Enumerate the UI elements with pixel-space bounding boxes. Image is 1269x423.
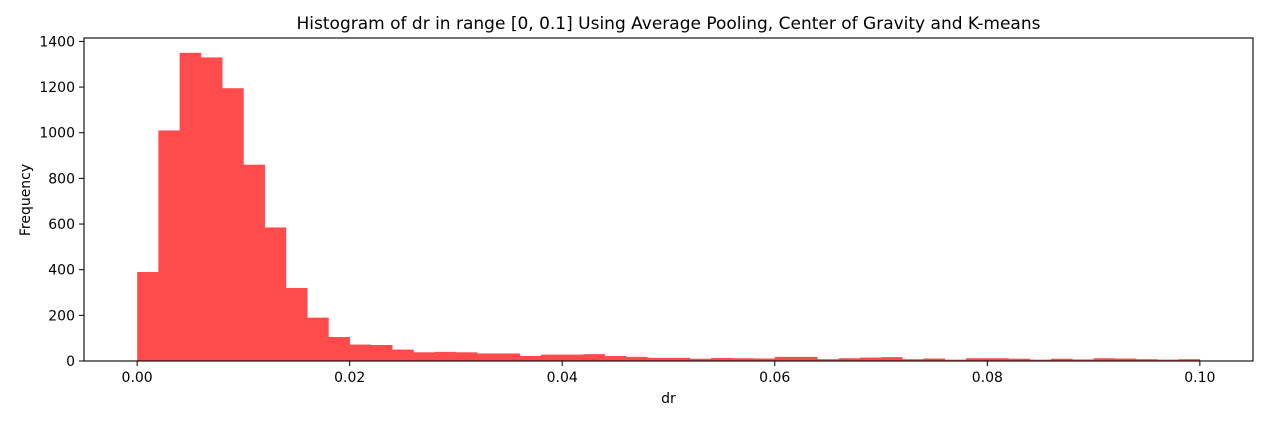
plot-frame — [83, 37, 1254, 362]
y-tick-label: 600 — [48, 217, 75, 233]
histogram-bar — [902, 359, 924, 361]
histogram-bar — [370, 345, 393, 361]
histogram-bar — [647, 357, 669, 361]
histogram-bar — [285, 287, 308, 361]
y-tick-label: 1000 — [39, 126, 75, 142]
histogram-bar — [817, 359, 839, 361]
histogram-bar — [859, 357, 882, 361]
histogram-bar — [349, 344, 372, 361]
histogram-bar — [434, 351, 457, 361]
histogram-bar — [1008, 358, 1031, 361]
histogram-bar — [328, 337, 350, 361]
histogram-bar — [881, 357, 903, 361]
histogram-bar — [668, 357, 691, 361]
histogram-bar — [1157, 359, 1179, 361]
histogram-bar — [732, 358, 754, 361]
x-axis-label: dr — [661, 391, 676, 407]
y-tick-label: 800 — [48, 171, 75, 187]
histogram-bar — [583, 354, 606, 361]
histogram-bar — [1072, 359, 1094, 361]
histogram-bar — [1093, 358, 1116, 361]
x-tick-label: 0.00 — [122, 370, 153, 386]
histogram-bar — [200, 57, 223, 361]
histogram-bar — [1178, 359, 1201, 361]
histogram-bar — [455, 352, 478, 361]
histogram-bar — [158, 130, 180, 361]
y-tick-label: 400 — [48, 263, 75, 279]
histogram-bar — [243, 164, 265, 361]
histogram-bar — [1136, 359, 1158, 361]
histogram-bar — [137, 271, 159, 361]
histogram-bar — [222, 88, 244, 361]
histogram-bar — [944, 359, 967, 361]
histogram-bar — [307, 317, 329, 361]
histogram-bar — [1051, 358, 1073, 361]
y-tick-label: 0 — [66, 354, 75, 370]
histogram-bar — [1029, 359, 1052, 361]
x-tick-label: 0.10 — [1184, 370, 1215, 386]
y-axis-label: Frequency — [18, 164, 34, 236]
histogram-bar — [711, 358, 733, 361]
histogram-bar — [753, 358, 776, 361]
histogram-bar — [689, 358, 712, 361]
y-tick-label: 200 — [48, 308, 75, 324]
histogram-bar — [1114, 358, 1137, 361]
y-tick-label: 1400 — [39, 34, 75, 50]
x-tick-label: 0.08 — [972, 370, 1003, 386]
histogram-bar — [519, 355, 542, 361]
y-axis-ticks: 0 200 400 600 800 1000 1200 1400 — [39, 34, 84, 370]
x-tick-label: 0.02 — [334, 370, 365, 386]
histogram-bar — [179, 52, 202, 361]
histogram-bar — [966, 358, 988, 361]
histogram-bar — [413, 352, 435, 361]
x-axis-ticks: 0.00 0.02 0.04 0.06 0.08 0.10 — [122, 361, 1215, 386]
histogram-bar — [774, 356, 797, 361]
histogram-bar — [562, 354, 584, 361]
y-tick-label: 1200 — [39, 80, 75, 96]
x-tick-label: 0.06 — [759, 370, 790, 386]
histogram-bar — [392, 349, 414, 361]
histogram-bar — [625, 356, 648, 361]
histogram-bar — [796, 356, 818, 361]
x-tick-label: 0.04 — [547, 370, 578, 386]
histogram-bar — [498, 353, 521, 361]
histogram-bars — [137, 52, 1201, 361]
histogram-bar — [540, 354, 563, 361]
histogram-bar — [477, 353, 499, 361]
chart-title: Histogram of dr in range [0, 0.1] Using … — [297, 14, 1041, 34]
histogram-bar — [604, 355, 627, 361]
histogram-bar — [264, 227, 287, 361]
histogram-bar — [923, 358, 946, 361]
histogram-bar — [987, 358, 1009, 361]
histogram-bar — [838, 358, 861, 361]
